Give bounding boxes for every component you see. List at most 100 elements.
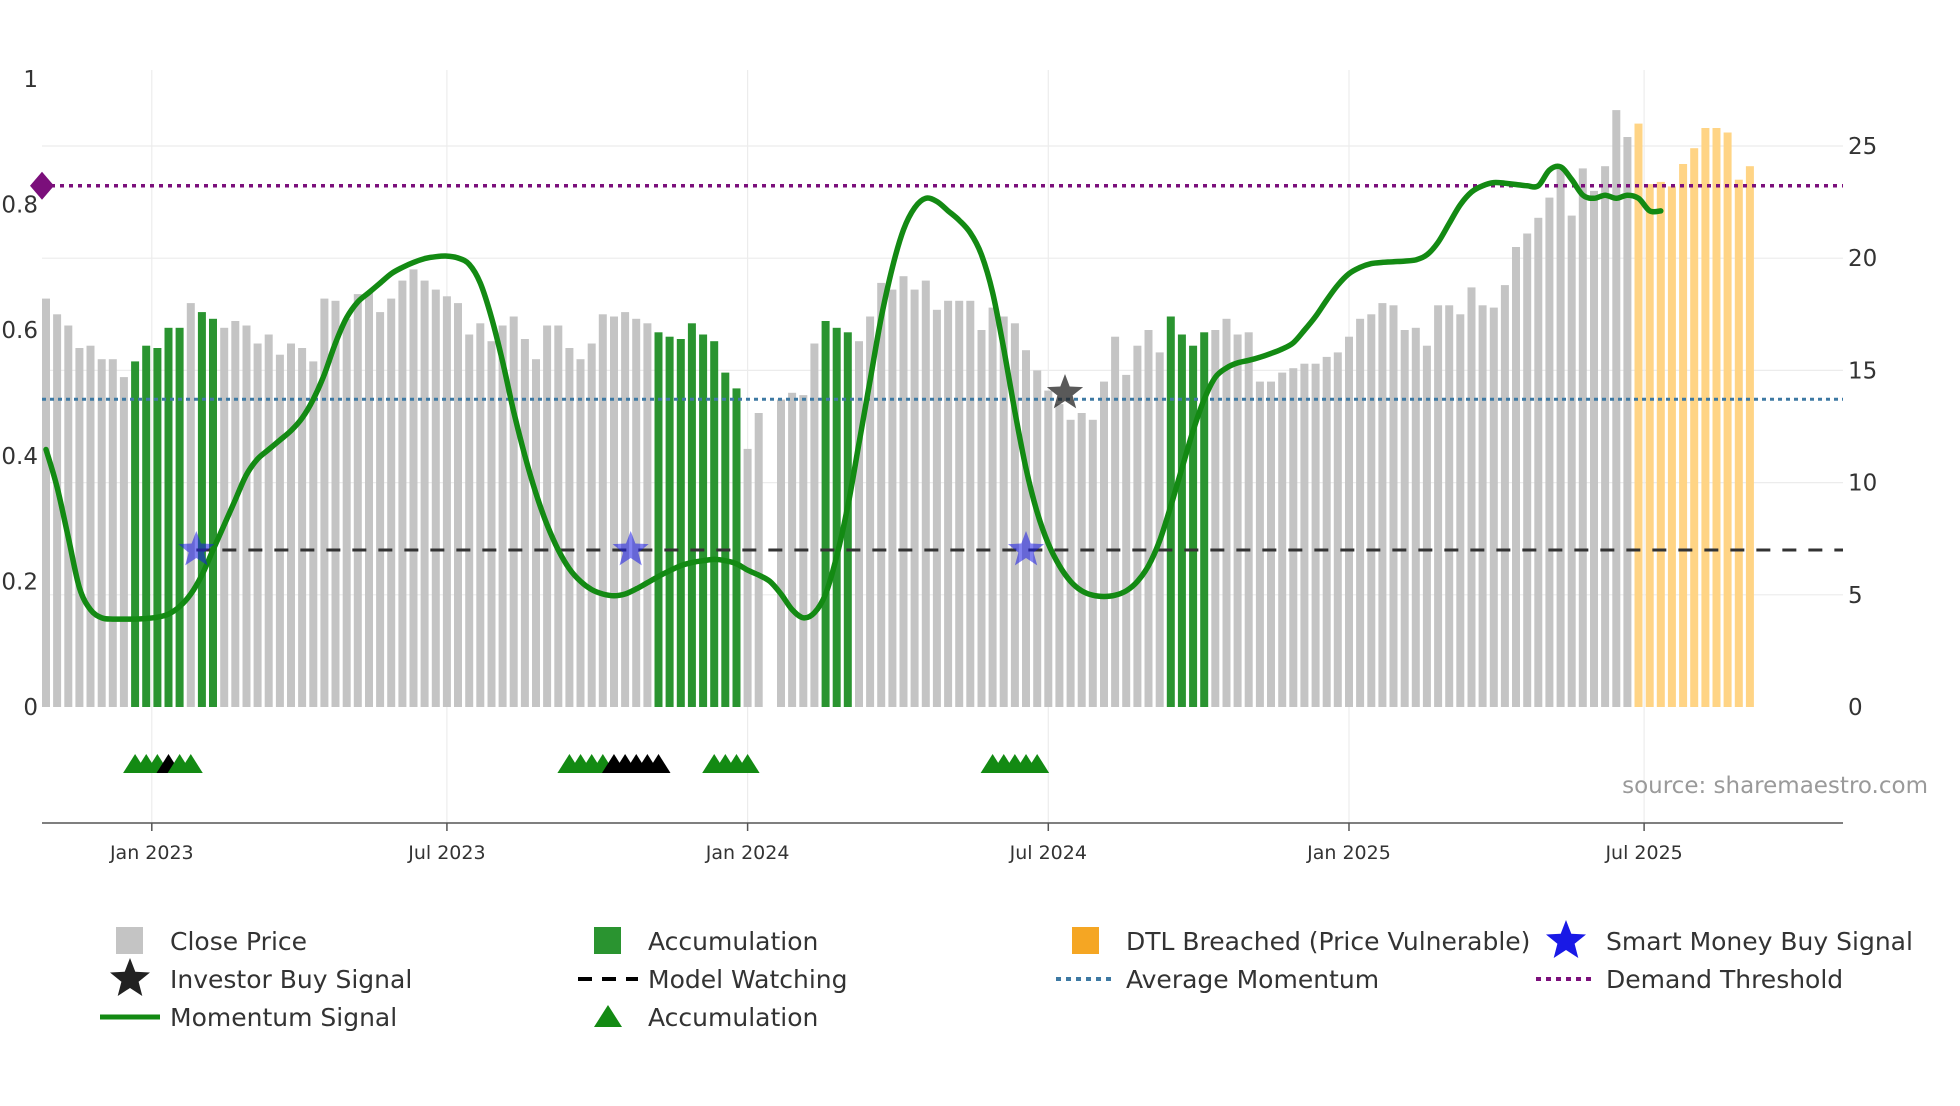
- accumulation-bar: [832, 327, 841, 707]
- close-price-bar: [1233, 334, 1242, 707]
- close-price-bar: [1322, 356, 1331, 707]
- accumulation-triangle-icon: [594, 1005, 622, 1027]
- close-price-bar: [186, 303, 195, 707]
- accumulation-bar: [732, 388, 741, 707]
- close-price-bar: [743, 448, 752, 707]
- legend-label: Average Momentum: [1126, 965, 1379, 994]
- dtl-breached-swatch: [1072, 927, 1099, 954]
- left-tick-label: 1: [23, 67, 38, 93]
- close-price-bar: [298, 348, 307, 707]
- watching-triangle-marker: [646, 754, 671, 773]
- accumulation-triangle-marker: [735, 754, 760, 773]
- legend-label: Accumulation: [648, 927, 818, 956]
- right-tick-label: 5: [1848, 583, 1863, 609]
- dtl-breached-bar: [1656, 181, 1665, 707]
- legend-item: Accumulation: [594, 927, 818, 956]
- accumulation-bar: [676, 339, 685, 707]
- close-price-bar: [1623, 137, 1632, 707]
- close-price-bar: [220, 327, 229, 707]
- x-tick-label: Jul 2025: [1604, 842, 1682, 864]
- close-price-bar: [53, 314, 62, 707]
- close-price-bar: [1601, 166, 1610, 707]
- momentum-signal-line: [43, 163, 1664, 622]
- accumulation-bar: [142, 345, 151, 707]
- close-price-bar: [1590, 190, 1598, 707]
- close-price-bar: [1556, 166, 1565, 707]
- legend-label: Model Watching: [648, 965, 848, 994]
- close-price-bar: [1211, 330, 1220, 707]
- dtl-breached-bar: [1712, 128, 1721, 707]
- close-price-bar: [788, 392, 797, 707]
- close-price-bar: [1144, 330, 1153, 707]
- close-price-bar: [1255, 381, 1264, 707]
- left-tick-label: 0.2: [1, 569, 38, 595]
- close-price-bar: [777, 399, 785, 707]
- close-price-bar: [955, 300, 964, 707]
- close-price-bar: [376, 312, 385, 707]
- close-price-bar: [1289, 368, 1298, 707]
- accumulation-bar: [699, 334, 708, 707]
- close-price-bar: [264, 334, 273, 707]
- close-price-bar: [1077, 413, 1086, 707]
- dtl-breached-bar: [1745, 166, 1754, 707]
- close-price-bar: [988, 307, 997, 707]
- close-price-bar: [509, 316, 518, 707]
- close-price-bar: [1367, 314, 1376, 707]
- accumulation-bar: [175, 327, 184, 707]
- close-price-bar: [1278, 372, 1287, 707]
- demand-threshold-marker: [30, 171, 54, 200]
- close-price-bar: [1434, 305, 1443, 707]
- left-tick-label: 0.6: [1, 318, 38, 344]
- dtl-breached-bar: [1723, 132, 1732, 707]
- close-price-bar: [1055, 404, 1064, 707]
- investor-star-icon: [1046, 374, 1084, 409]
- close-price-bar: [621, 312, 630, 707]
- close-price-bar: [242, 325, 251, 707]
- close-price-bar: [342, 318, 351, 707]
- smart-money-star-icon: [1008, 531, 1045, 566]
- dtl-breached-bar: [1734, 179, 1743, 707]
- close-price-bar: [64, 325, 73, 707]
- accumulation-bar: [1177, 334, 1186, 707]
- close-price-bar: [431, 289, 440, 707]
- close-price-bar: [1456, 314, 1465, 707]
- close-price-bar: [1010, 323, 1019, 707]
- legend-label: Demand Threshold: [1606, 965, 1843, 994]
- close-price-bar: [1300, 363, 1309, 707]
- accumulation-bar: [164, 327, 173, 707]
- close-price-bar: [1033, 370, 1042, 707]
- close-price-bar: [810, 343, 819, 707]
- close-price-bar: [754, 413, 763, 707]
- investor-star-icon: [110, 958, 150, 996]
- close-price-bar: [888, 289, 897, 707]
- legend-item: Average Momentum: [1056, 965, 1379, 994]
- close-price-bar: [409, 269, 418, 707]
- close-price-bar: [253, 343, 262, 707]
- close-price-bar: [855, 341, 863, 707]
- close-price-bar: [910, 289, 919, 707]
- right-tick-label: 20: [1848, 246, 1877, 272]
- close-price-bar: [231, 321, 240, 707]
- accumulation-swatch: [594, 927, 621, 954]
- close-price-bar: [632, 318, 641, 707]
- close-price-bar: [1155, 352, 1164, 707]
- close-price-bar: [1333, 352, 1342, 707]
- dtl-breached-bar: [1634, 123, 1643, 708]
- close-price-bar: [1422, 345, 1431, 707]
- close-price-bar: [398, 280, 407, 707]
- accumulation-triangle-marker: [1025, 754, 1050, 773]
- close-price-bar: [554, 325, 563, 707]
- accumulation-triangle-marker: [178, 754, 203, 773]
- source-label: source: sharemaestro.com: [1622, 773, 1928, 799]
- accumulation-bar: [654, 332, 663, 707]
- close-price-bar: [1088, 419, 1097, 707]
- accumulation-bar: [131, 361, 140, 707]
- close-price-bar: [1534, 217, 1543, 708]
- close-price-bar: [1244, 332, 1253, 707]
- close-price-bar: [1267, 381, 1275, 707]
- accumulation-bar: [1189, 345, 1198, 707]
- close-price-bar: [877, 282, 886, 707]
- legend-item: Close Price: [116, 927, 307, 956]
- legend-item: Model Watching: [578, 965, 848, 994]
